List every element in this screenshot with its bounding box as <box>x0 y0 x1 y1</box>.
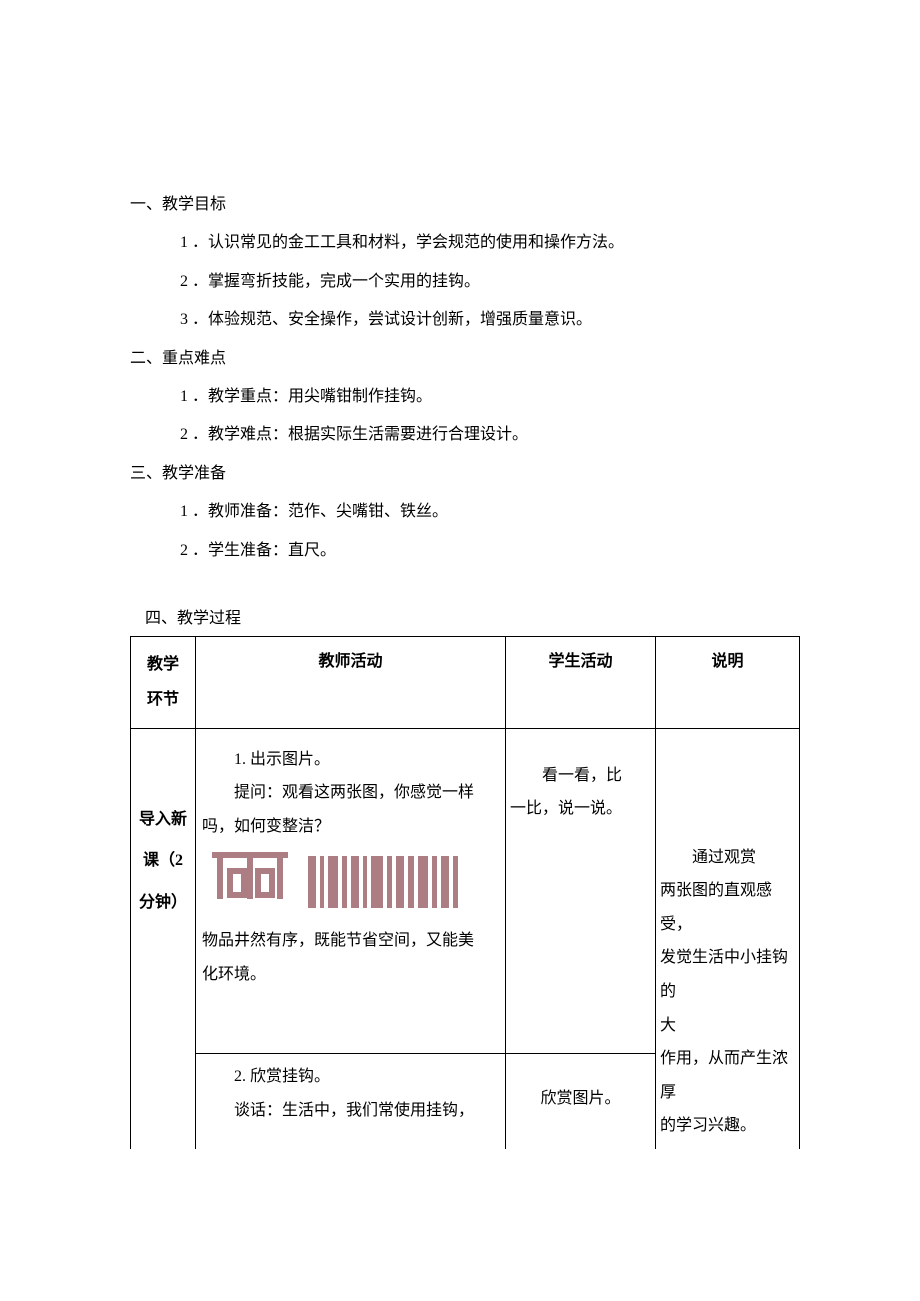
th-stage-l2: 环节 <box>135 682 191 717</box>
cell-teacher-2: 2. 欣赏挂钩。 谈话：生活中，我们常使用挂钩， <box>196 1054 506 1149</box>
teacher-p: 物品井然有序，既能节省空间，又能美 <box>202 924 499 958</box>
stage-l2: 课（2 <box>135 840 191 882</box>
table-row: 导入新 课（2 分钟） 1. 出示图片。 提问：观看这两张图，你感觉一样 吗，如… <box>131 728 800 1053</box>
list-item: 2 ．教学难点：根据实际生活需要进行合理设计。 <box>130 420 795 450</box>
th-stage-l1: 教学 <box>135 647 191 682</box>
th-desc: 说明 <box>656 637 800 728</box>
cell-student-1: 看一看，比 一比，说一说。 <box>506 728 656 1053</box>
cell-student-2: 欣赏图片。 <box>506 1054 656 1149</box>
section-2: 二、重点难点 1 ．教学重点：用尖嘴钳制作挂钩。 2 ．教学难点：根据实际生活需… <box>130 344 795 451</box>
teacher-p: 提问：观看这两张图，你感觉一样 <box>202 776 499 810</box>
teacher-p: 化环境。 <box>202 958 499 992</box>
table-header-row: 教学 环节 教师活动 学生活动 说明 <box>131 637 800 728</box>
desc-line: 通过观赏 <box>660 841 795 875</box>
cell-teacher-1: 1. 出示图片。 提问：观看这两张图，你感觉一样 吗，如何变整洁？ <box>196 728 506 1053</box>
section-3-heading: 三、教学准备 <box>130 459 795 489</box>
student-l2: 一比，说一说。 <box>510 792 651 826</box>
section-3: 三、教学准备 1 ．教师准备：范作、尖嘴钳、铁丝。 2 ．学生准备：直尺。 <box>130 459 795 566</box>
section-4: 四、教学过程 教学 环节 教师活动 学生活动 说明 导入新 课 <box>130 604 795 1149</box>
student-l1: 看一看，比 <box>510 759 651 793</box>
teacher-p: 1. 出示图片。 <box>202 743 499 777</box>
list-item: 2 ．掌握弯折技能，完成一个实用的挂钩。 <box>130 267 795 297</box>
section-2-heading: 二、重点难点 <box>130 344 795 374</box>
watermark-glyph-icon <box>210 849 290 914</box>
watermark-barcode-icon <box>308 856 458 908</box>
watermark-illustration <box>210 849 499 914</box>
teacher-p: 谈话：生活中，我们常使用挂钩， <box>202 1094 499 1128</box>
list-item: 1 ．教学重点：用尖嘴钳制作挂钩。 <box>130 382 795 412</box>
section-4-heading: 四、教学过程 <box>130 604 795 634</box>
th-stage: 教学 环节 <box>131 637 196 728</box>
list-item: 2 ．学生准备：直尺。 <box>130 536 795 566</box>
list-item: 1 ．认识常见的金工工具和材料，学会规范的使用和操作方法。 <box>130 228 795 258</box>
list-item: 1 ．教师准备：范作、尖嘴钳、铁丝。 <box>130 497 795 527</box>
stage-l3: 分钟） <box>135 882 191 924</box>
teacher-p: 2. 欣赏挂钩。 <box>202 1060 499 1094</box>
cell-desc-1: 通过观赏 两张图的直观感受， 发觉生活中小挂钩的 大 作用，从而产生浓厚 的学习… <box>656 728 800 1149</box>
th-teacher: 教师活动 <box>196 637 506 728</box>
stage-l1: 导入新 <box>135 799 191 841</box>
desc-line: 的学习兴趣。 <box>660 1109 795 1143</box>
list-item: 3 ．体验规范、安全操作，尝试设计创新，增强质量意识。 <box>130 305 795 335</box>
desc-line: 发觉生活中小挂钩的 <box>660 941 795 1008</box>
teacher-p: 吗，如何变整洁？ <box>202 810 499 844</box>
cell-stage: 导入新 课（2 分钟） <box>131 728 196 1149</box>
th-student: 学生活动 <box>506 637 656 728</box>
section-1-heading: 一、教学目标 <box>130 190 795 220</box>
lesson-table: 教学 环节 教师活动 学生活动 说明 导入新 课（2 分钟） 1. 出示图片。 … <box>130 636 800 1149</box>
section-1: 一、教学目标 1 ．认识常见的金工工具和材料，学会规范的使用和操作方法。 2 ．… <box>130 190 795 336</box>
desc-line: 大 <box>660 1009 795 1043</box>
desc-line: 作用，从而产生浓厚 <box>660 1042 795 1109</box>
desc-line: 两张图的直观感受， <box>660 874 795 941</box>
